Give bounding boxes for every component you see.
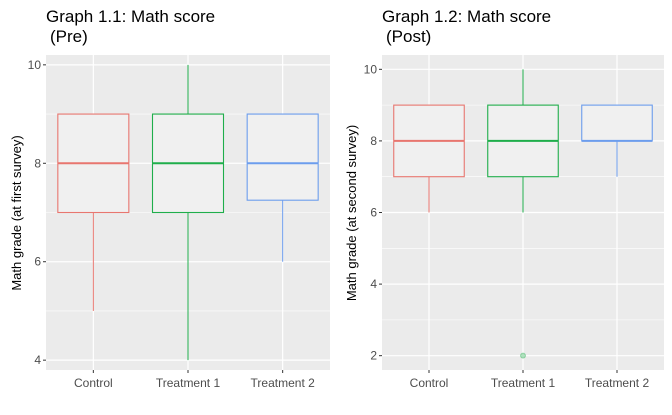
iqr-box	[246, 113, 319, 201]
box-treatment-2	[581, 104, 653, 177]
x-tick-label: Control	[74, 376, 113, 390]
y-axis-label: Math grade (at first survey)	[9, 135, 24, 290]
box-treatment-1	[487, 69, 559, 359]
box-treatment-2	[246, 113, 319, 262]
box-control	[57, 113, 130, 311]
y-tick-label: 8	[34, 156, 41, 170]
y-axis-label: Math grade (at second survey)	[344, 125, 359, 301]
y-tick-label: 4	[34, 353, 41, 367]
outlier-point	[520, 352, 526, 359]
chart-title-line2: (Post)	[386, 27, 431, 46]
x-tick-label: Treatment 2	[585, 376, 650, 390]
box-treatment-1	[151, 64, 225, 361]
y-tick-label: 10	[364, 62, 378, 76]
x-tick-label: Control	[410, 376, 449, 390]
box-control	[393, 104, 465, 213]
y-tick-label: 8	[370, 134, 377, 148]
panel-post: Graph 1.2: Math score (Post) Math grade …	[344, 7, 664, 390]
chart-title-line1: Graph 1.2: Math score	[382, 7, 551, 26]
x-tick-label: Treatment 1	[156, 376, 221, 390]
panel-pre: Graph 1.1: Math score (Pre) Math grade (…	[9, 7, 330, 390]
chart-title-line2: (Pre)	[50, 27, 88, 46]
y-tick-label: 6	[34, 255, 41, 269]
y-tick-label: 2	[370, 349, 377, 363]
x-tick-label: Treatment 2	[251, 376, 316, 390]
x-tick-label: Treatment 1	[491, 376, 556, 390]
y-tick-label: 6	[370, 206, 377, 220]
y-tick-label: 4	[370, 277, 377, 291]
y-tick-label: 10	[28, 58, 42, 72]
chart-title-line1: Graph 1.1: Math score	[46, 7, 215, 26]
iqr-box	[581, 104, 653, 142]
